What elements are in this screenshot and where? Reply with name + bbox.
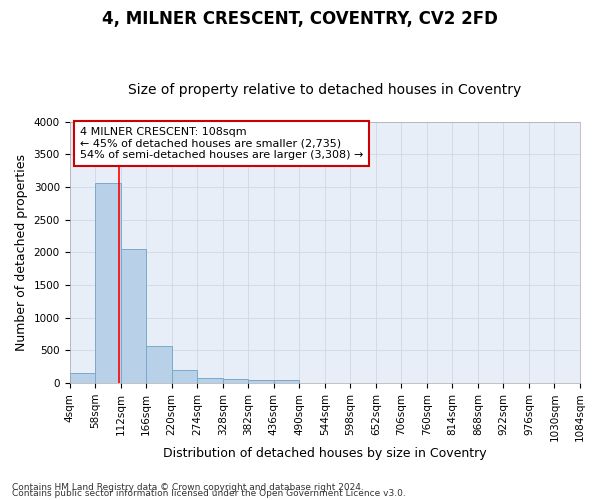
Text: 4, MILNER CRESCENT, COVENTRY, CV2 2FD: 4, MILNER CRESCENT, COVENTRY, CV2 2FD [102,10,498,28]
Text: Contains HM Land Registry data © Crown copyright and database right 2024.: Contains HM Land Registry data © Crown c… [12,483,364,492]
X-axis label: Distribution of detached houses by size in Coventry: Distribution of detached houses by size … [163,447,487,460]
Title: Size of property relative to detached houses in Coventry: Size of property relative to detached ho… [128,83,521,97]
Bar [95,183,121,383]
Text: Contains public sector information licensed under the Open Government Licence v3: Contains public sector information licen… [12,489,406,498]
Bar [274,380,299,383]
Bar [146,346,172,383]
Text: 4 MILNER CRESCENT: 108sqm
← 45% of detached houses are smaller (2,735)
54% of se: 4 MILNER CRESCENT: 108sqm ← 45% of detac… [80,127,363,160]
Y-axis label: Number of detached properties: Number of detached properties [15,154,28,351]
Bar [70,374,95,383]
Bar [197,378,223,383]
Bar [248,380,274,383]
Bar [172,370,197,383]
Bar [223,379,248,383]
Bar [121,248,146,383]
